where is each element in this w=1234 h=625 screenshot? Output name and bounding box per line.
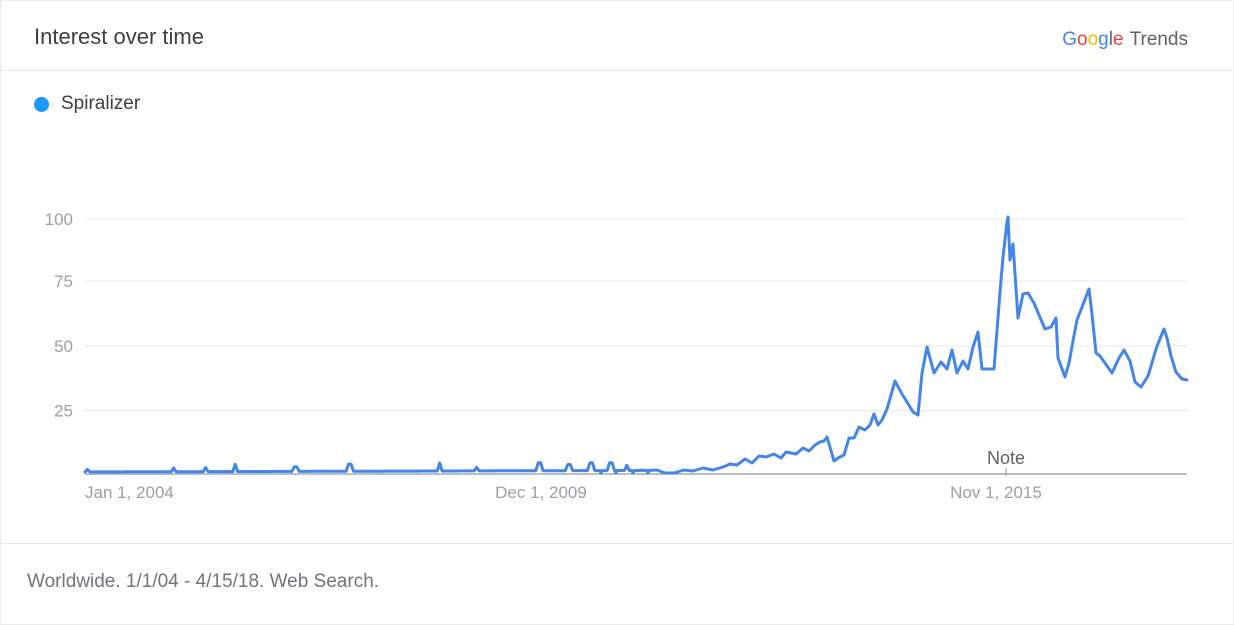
svg-text:50: 50: [54, 337, 73, 356]
svg-text:Nov 1, 2015: Nov 1, 2015: [950, 483, 1042, 502]
svg-text:Dec 1, 2009: Dec 1, 2009: [495, 483, 587, 502]
svg-text:100: 100: [45, 210, 73, 229]
svg-text:Note: Note: [987, 448, 1025, 468]
svg-text:75: 75: [54, 272, 73, 291]
svg-text:Jan 1, 2004: Jan 1, 2004: [85, 483, 174, 502]
svg-text:25: 25: [54, 402, 73, 421]
